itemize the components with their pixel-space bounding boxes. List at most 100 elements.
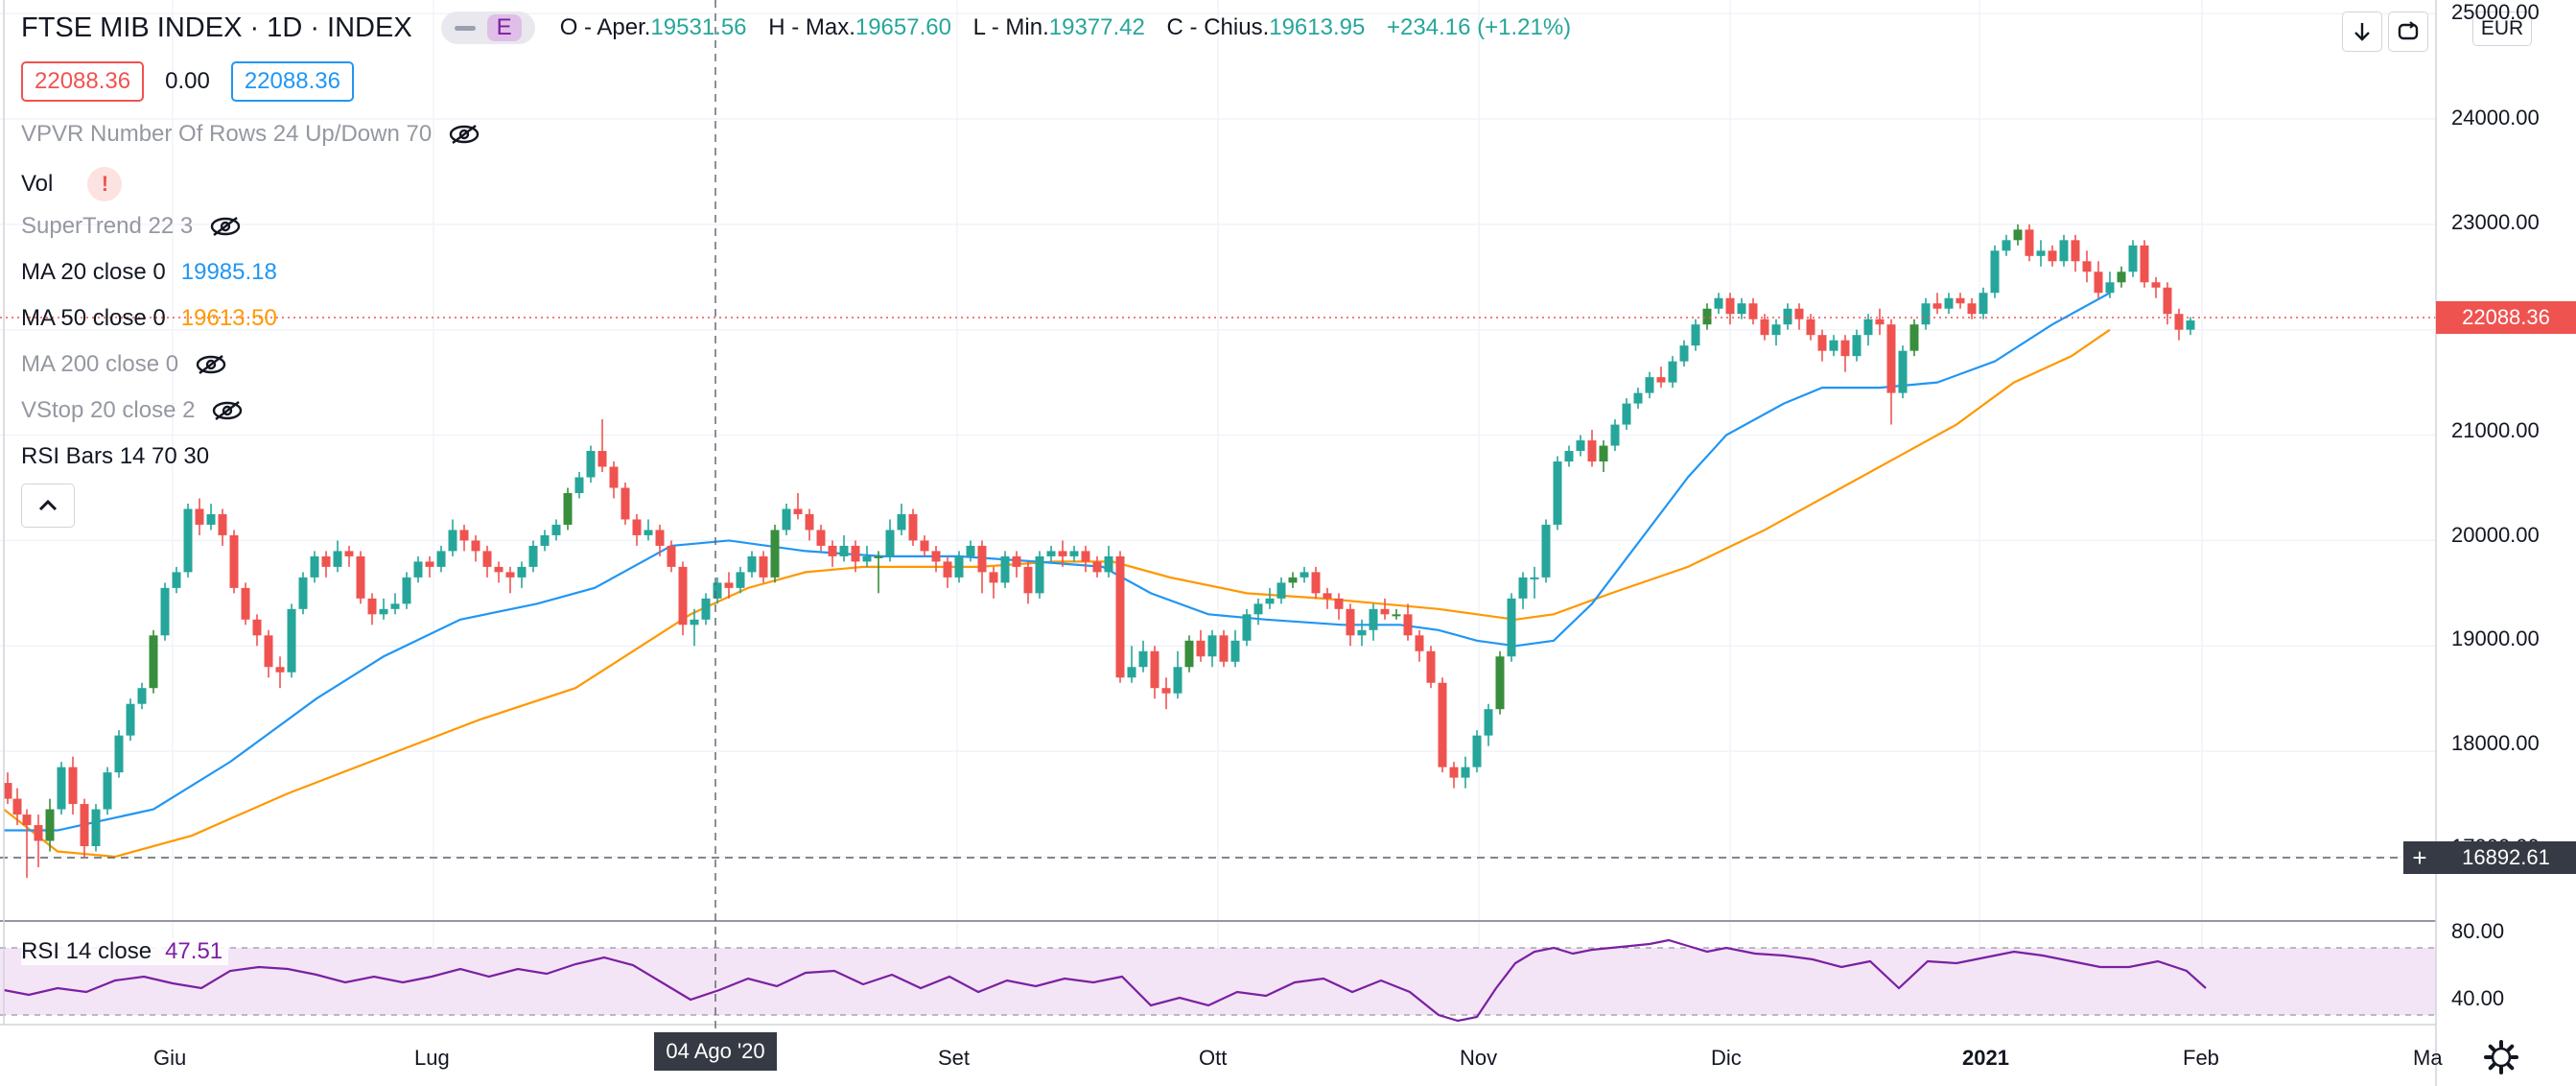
symbol-title[interactable]: FTSE MIB INDEX · 1D · INDEX bbox=[21, 12, 412, 43]
candlestick-series bbox=[3, 224, 2195, 878]
candle-body bbox=[1691, 324, 1700, 346]
candle-body bbox=[1449, 767, 1459, 778]
rsi-band bbox=[0, 948, 2436, 1015]
candle-body bbox=[333, 551, 342, 567]
warning-icon[interactable]: ! bbox=[87, 167, 123, 201]
currency-button[interactable]: EUR bbox=[2472, 12, 2532, 46]
symbol-pill[interactable]: E bbox=[440, 12, 535, 44]
candle bbox=[1610, 419, 1620, 452]
candle bbox=[966, 540, 975, 562]
candle-body bbox=[114, 735, 124, 773]
candle-body bbox=[2163, 287, 2172, 315]
candle bbox=[114, 730, 124, 778]
candle-body bbox=[1875, 319, 1885, 325]
time-axis-label: Giu bbox=[153, 1046, 187, 1070]
indicator-vstop-label: VStop 20 close 2 bbox=[21, 397, 196, 423]
candle-body bbox=[1012, 555, 1021, 567]
candle bbox=[402, 572, 411, 609]
candle bbox=[989, 566, 998, 599]
candle-body bbox=[2174, 314, 2184, 330]
indicator-vol[interactable]: Vol ! bbox=[21, 167, 123, 201]
eye-hidden-icon[interactable] bbox=[194, 353, 228, 376]
candle bbox=[1863, 314, 1873, 346]
candle-body bbox=[1564, 451, 1574, 462]
ma50-path bbox=[3, 328, 2111, 859]
candle bbox=[2186, 317, 2195, 336]
eye-hidden-icon[interactable] bbox=[210, 399, 245, 422]
price-box-blue[interactable]: 22088.36 bbox=[230, 61, 354, 102]
candle bbox=[218, 508, 227, 546]
candle-body bbox=[1622, 403, 1631, 425]
rsi-value: 47.51 bbox=[165, 938, 223, 964]
candle bbox=[1599, 440, 1608, 473]
candle-body bbox=[2094, 272, 2103, 294]
candle-body bbox=[1196, 640, 1206, 657]
candle bbox=[1438, 677, 1447, 773]
candle-body bbox=[183, 508, 193, 573]
candle-body bbox=[1679, 345, 1689, 362]
candle bbox=[1955, 293, 1965, 309]
candle-body bbox=[1334, 598, 1344, 609]
indicator-supertrend[interactable]: SuperTrend 22 3 bbox=[21, 213, 243, 240]
candle bbox=[1783, 303, 1792, 330]
gear-icon[interactable] bbox=[2482, 1038, 2520, 1076]
candle-body bbox=[1737, 303, 1746, 315]
candle bbox=[655, 524, 665, 556]
candle-body bbox=[678, 566, 688, 626]
candle-body bbox=[172, 572, 181, 588]
candle bbox=[1380, 598, 1390, 620]
candle bbox=[1875, 308, 1885, 336]
ma20-line bbox=[4, 292, 2111, 832]
rsi-panel bbox=[0, 920, 2436, 1026]
candle-body bbox=[1541, 524, 1551, 578]
candle bbox=[206, 503, 216, 531]
candle bbox=[149, 629, 158, 694]
candle-body bbox=[690, 619, 699, 626]
indicator-ma20[interactable]: MA 20 close 0 19985.18 bbox=[21, 259, 277, 286]
scroll-to-realtime-button[interactable] bbox=[2342, 12, 2382, 52]
candle bbox=[252, 614, 262, 647]
indicator-ma50[interactable]: MA 50 close 0 19613.50 bbox=[21, 305, 277, 332]
candle bbox=[862, 545, 872, 567]
collapse-legend-button[interactable] bbox=[21, 484, 75, 528]
candle bbox=[586, 445, 596, 483]
eye-hidden-icon[interactable] bbox=[447, 123, 481, 146]
candle bbox=[931, 545, 941, 573]
indicator-vstop[interactable]: VStop 20 close 2 bbox=[21, 397, 245, 424]
add-alert-plus-button[interactable]: + bbox=[2403, 841, 2436, 874]
indicator-vpvr[interactable]: VPVR Number Of Rows 24 Up/Down 70 bbox=[21, 121, 481, 148]
candle-body bbox=[574, 477, 584, 493]
candle-body bbox=[379, 608, 388, 615]
eye-hidden-icon[interactable] bbox=[208, 215, 243, 238]
price-axis-label: 25000.00 bbox=[2451, 0, 2540, 24]
high-value: 19657.60 bbox=[855, 14, 951, 40]
candle-body bbox=[609, 466, 619, 488]
price-box-red[interactable]: 22088.36 bbox=[21, 61, 145, 102]
candle bbox=[1196, 629, 1206, 662]
candle-body bbox=[517, 566, 527, 578]
time-axis-label: Lug bbox=[414, 1046, 450, 1070]
close-value: 19613.95 bbox=[1269, 14, 1366, 40]
indicator-vol-label: Vol bbox=[21, 171, 54, 197]
candle bbox=[57, 762, 66, 815]
reset-chart-button[interactable] bbox=[2388, 12, 2428, 52]
price-axis-label: 20000.00 bbox=[2451, 523, 2540, 547]
candle-body bbox=[425, 561, 434, 567]
indicator-rsibars[interactable]: RSI Bars 14 70 30 bbox=[21, 443, 209, 470]
indicator-ma200[interactable]: MA 200 close 0 bbox=[21, 351, 228, 378]
candle-body bbox=[655, 530, 665, 546]
candle bbox=[1023, 561, 1033, 604]
candle bbox=[436, 545, 446, 573]
rsi-legend[interactable]: RSI 14 close 47.51 bbox=[21, 938, 229, 965]
candle bbox=[91, 804, 101, 852]
candle bbox=[713, 577, 722, 604]
candle-body bbox=[1829, 340, 1838, 351]
candle-body bbox=[1104, 555, 1113, 573]
candle-body bbox=[943, 561, 952, 578]
change-value: +234.16 (+1.21%) bbox=[1387, 14, 1572, 40]
candle bbox=[1392, 608, 1401, 620]
candle-body bbox=[2036, 250, 2046, 256]
candle bbox=[390, 593, 400, 615]
